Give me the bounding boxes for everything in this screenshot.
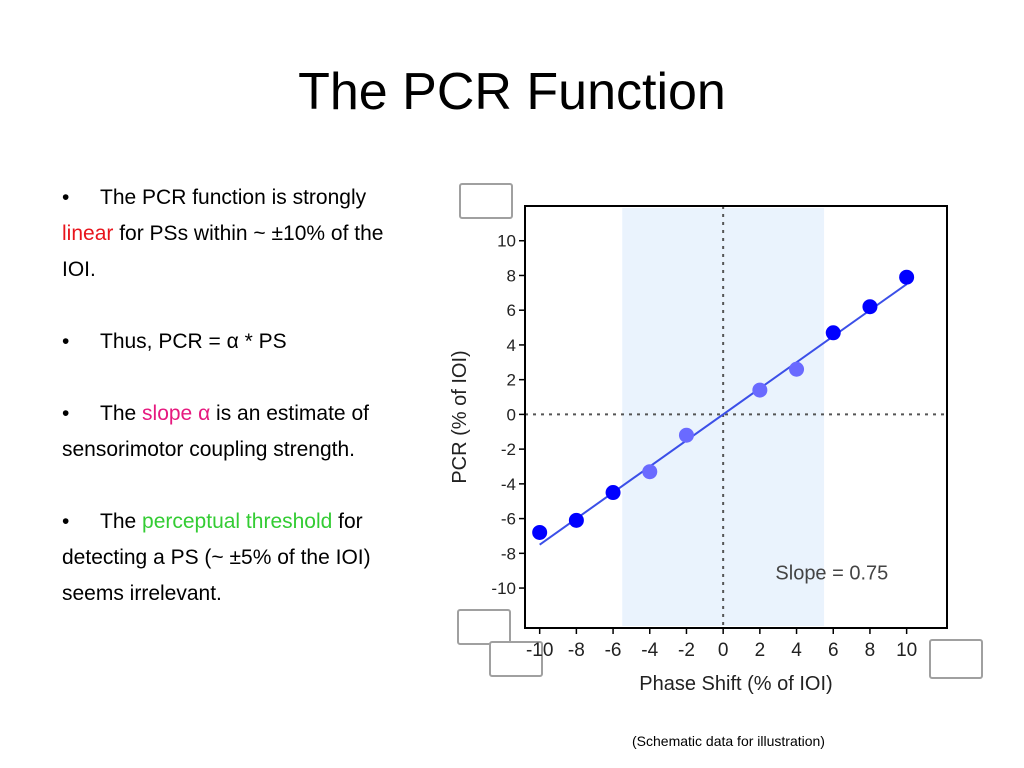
bullet-text: for PSs within ~ ±10% of the IOI. — [62, 222, 384, 281]
data-point — [642, 464, 658, 480]
data-note: (Schematic data for illustration) — [632, 733, 825, 749]
x-tick-label: -2 — [678, 640, 695, 661]
data-point — [789, 361, 805, 377]
y-tick-label: 0 — [507, 405, 516, 424]
y-tick-label: 2 — [507, 371, 516, 390]
highlight-text: slope α — [142, 402, 211, 425]
x-axis-label: Phase Shift (% of IOI) — [639, 673, 832, 695]
highlight-text: linear — [62, 222, 114, 245]
bullet-dot: • — [62, 186, 70, 209]
data-point — [605, 485, 621, 501]
bullet-item: • The perceptual threshold for detecting … — [62, 504, 402, 612]
x-tick-label: -10 — [526, 640, 553, 661]
y-tick-label: -10 — [491, 579, 516, 598]
slope-annotation: Slope = 0.75 — [775, 562, 888, 584]
x-tick-label: -6 — [605, 640, 622, 661]
corner-box — [489, 641, 543, 677]
bullet-dot: • — [62, 402, 70, 425]
data-point — [532, 524, 548, 540]
bullet-text: is an estimate of sensorimotor coupling … — [62, 402, 369, 461]
y-tick-label: -6 — [501, 510, 516, 529]
corner-box — [457, 609, 511, 645]
x-tick-label: 10 — [896, 640, 917, 661]
bullet-text: The PCR function is strongly — [100, 186, 367, 209]
x-tick-label: 8 — [865, 640, 876, 661]
y-tick-label: -4 — [501, 475, 516, 494]
y-tick-label: -8 — [501, 544, 516, 563]
data-point — [862, 299, 878, 315]
data-point — [752, 382, 768, 398]
bullet-list: • The PCR function is strongly linear for… — [62, 180, 402, 648]
bullet-text: for detecting a PS (~ ±5% of the IOI) se… — [62, 510, 371, 605]
x-tick-label: -4 — [641, 640, 658, 661]
bullet-item: • The slope α is an estimate of sensorimo… — [62, 396, 402, 468]
x-tick-label: 0 — [718, 640, 729, 661]
fit-line — [539, 283, 908, 546]
data-point — [825, 325, 841, 341]
x-tick-label: 2 — [755, 640, 766, 661]
data-point — [678, 427, 694, 443]
plot-frame — [524, 205, 948, 629]
corner-box — [929, 639, 983, 679]
bullet-text: The — [100, 510, 143, 533]
bullet-item: • Thus, PCR = α * PS — [62, 324, 402, 360]
bullet-text: The — [100, 402, 143, 425]
x-tick-label: 6 — [828, 640, 839, 661]
pcr-chart: 10 8 6 4 2 0 -2 -4 -6 -8 -10 -10 -8 -6 -4 -2 0 2 4 6 8 10 Phas… — [449, 183, 983, 695]
y-tick-label: 10 — [497, 232, 516, 251]
x-tick-label: 4 — [791, 640, 802, 661]
bullet-dot: • — [62, 330, 70, 353]
y-tick-label: 6 — [507, 301, 516, 320]
bullet-item: • The PCR function is strongly linear for… — [62, 180, 402, 288]
data-point — [899, 269, 915, 285]
y-tick-label: -2 — [501, 440, 516, 459]
corner-box — [459, 183, 513, 219]
x-tick-label: -8 — [568, 640, 585, 661]
y-axis-label: PCR (% of IOI) — [449, 350, 471, 483]
y-tick-label: 4 — [507, 336, 516, 355]
highlight-text: perceptual threshold — [142, 510, 333, 533]
data-point — [568, 512, 584, 528]
y-tick-label: 8 — [507, 266, 516, 285]
bullet-text: Thus, PCR = α * PS — [100, 330, 287, 353]
slide-title: The PCR Function — [298, 63, 726, 121]
bullet-dot: • — [62, 510, 70, 533]
